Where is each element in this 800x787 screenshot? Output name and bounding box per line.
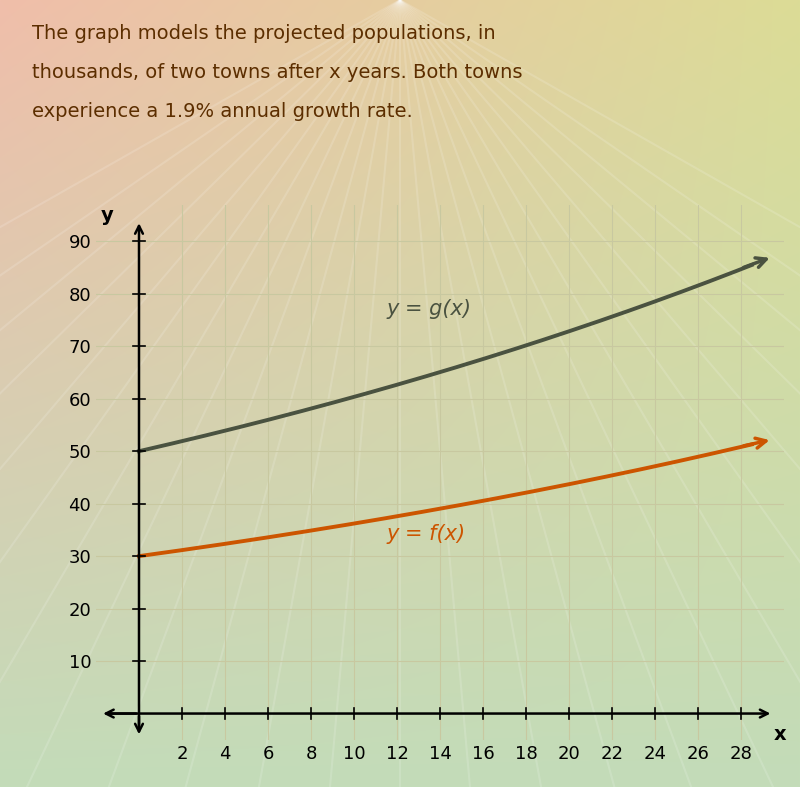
Text: experience a 1.9% annual growth rate.: experience a 1.9% annual growth rate. xyxy=(32,102,413,121)
Text: The graph models the projected populations, in: The graph models the projected populatio… xyxy=(32,24,496,42)
Text: x: x xyxy=(774,725,786,744)
Text: y: y xyxy=(100,205,113,224)
Text: y = g(x): y = g(x) xyxy=(386,299,471,319)
Text: y = f(x): y = f(x) xyxy=(386,524,466,545)
Text: thousands, of two towns after x years. Both towns: thousands, of two towns after x years. B… xyxy=(32,63,522,82)
